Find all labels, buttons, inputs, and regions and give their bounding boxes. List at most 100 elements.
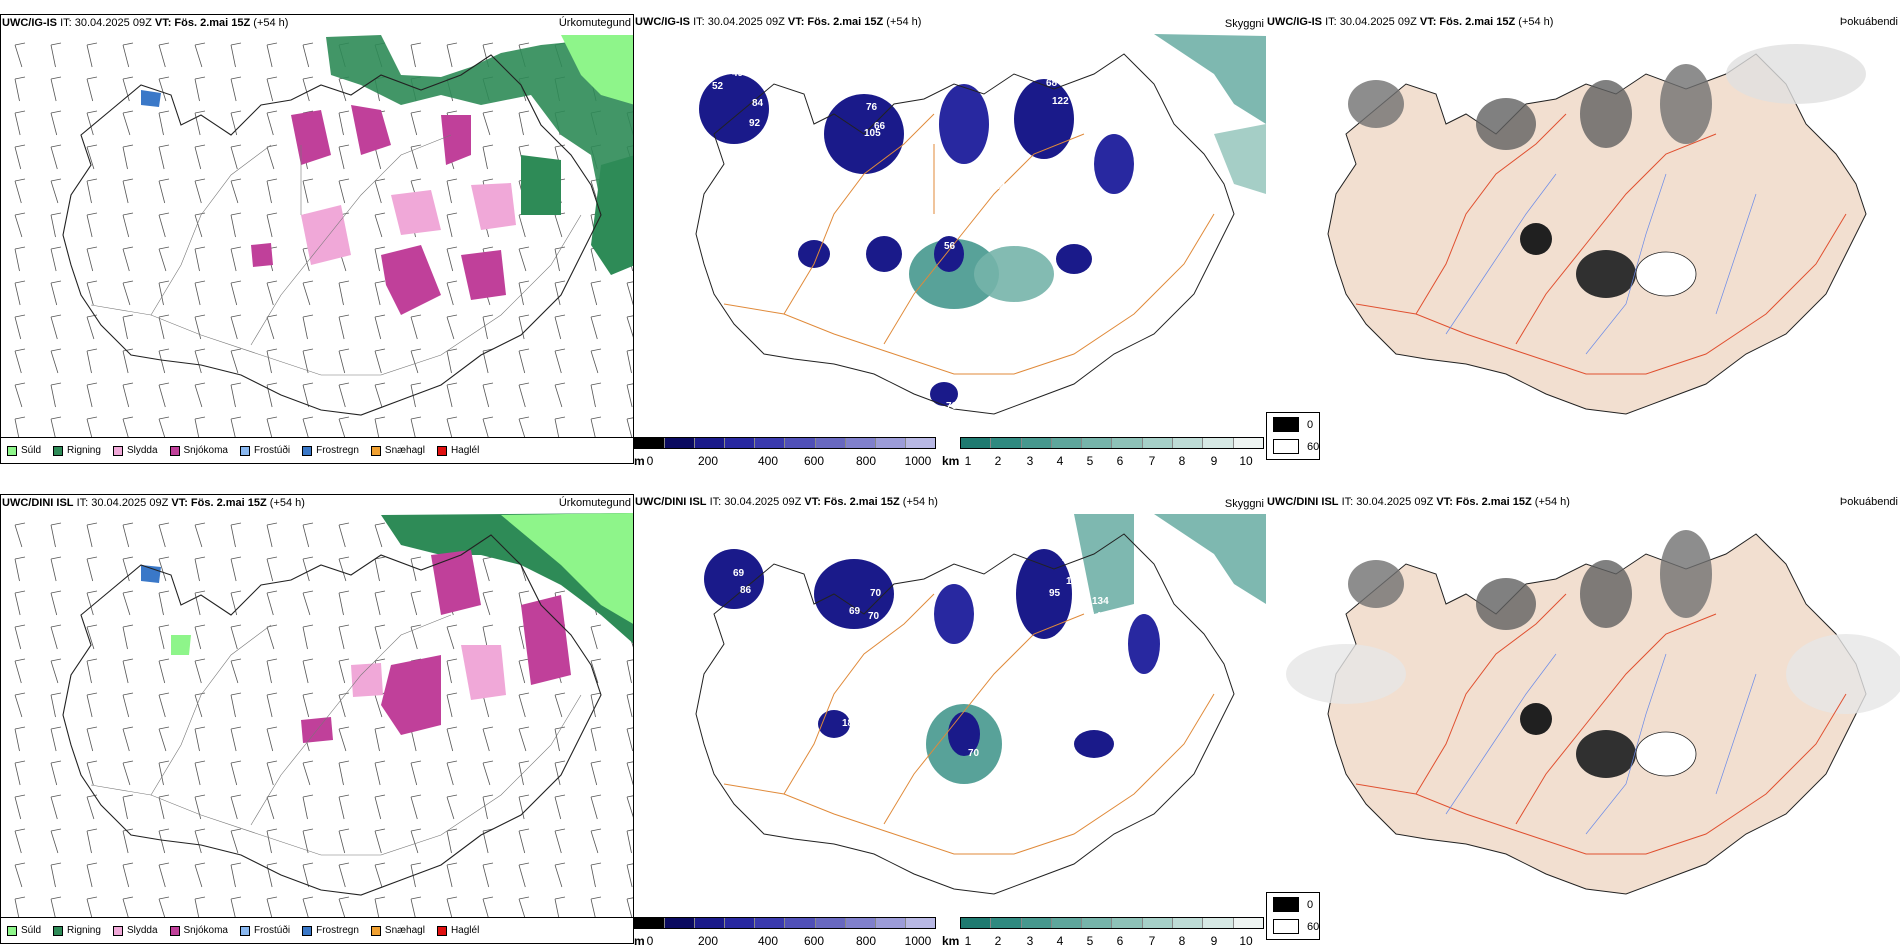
wind-barb bbox=[14, 726, 26, 752]
height-bin bbox=[815, 438, 846, 448]
wind-barb bbox=[626, 829, 633, 854]
wind-barb bbox=[122, 896, 134, 919]
wind-barb bbox=[86, 760, 98, 786]
wind-barb bbox=[338, 794, 350, 820]
wind-barb bbox=[158, 246, 170, 272]
cloud-height-label: 148 bbox=[1110, 241, 1127, 252]
wind-barb bbox=[266, 794, 278, 820]
wind-barb bbox=[266, 348, 278, 374]
wind-barb bbox=[14, 556, 26, 582]
wind-barb bbox=[590, 382, 602, 408]
wind-barb bbox=[122, 692, 134, 718]
legend-item: Haglél bbox=[436, 925, 479, 936]
wind-barb bbox=[626, 315, 633, 338]
wind-barb bbox=[518, 416, 530, 439]
vis-bin bbox=[1082, 918, 1113, 928]
wind-barb bbox=[50, 280, 62, 306]
wind-barb bbox=[230, 280, 242, 306]
wind-barb bbox=[266, 590, 278, 616]
wind-barb bbox=[446, 416, 458, 439]
wind-barb bbox=[194, 416, 206, 439]
wind-barb bbox=[14, 522, 26, 548]
roads bbox=[723, 113, 1215, 375]
wind-barb bbox=[482, 794, 494, 820]
fog-legend-high: 0 bbox=[1273, 417, 1313, 432]
wind-barb bbox=[482, 760, 494, 786]
wind-barb bbox=[230, 144, 242, 170]
wind-barb bbox=[590, 692, 602, 718]
visibility-unit: km bbox=[942, 934, 960, 948]
precip-legend: Súld Rigning Slydda Snjókoma Frostúði Fr… bbox=[1, 437, 633, 463]
wind-barb bbox=[122, 280, 134, 306]
wind-barb bbox=[482, 416, 494, 439]
wind-barb bbox=[230, 42, 242, 68]
vis-bin bbox=[1203, 438, 1234, 448]
cloud-height-label: 186 bbox=[1114, 748, 1131, 759]
wind-barb bbox=[50, 896, 62, 919]
wind-barb bbox=[554, 760, 566, 786]
legend-item: Snæhagl bbox=[370, 925, 425, 936]
cloud-height-label: 122 bbox=[994, 181, 1011, 192]
cloud-height-label: 56 bbox=[944, 241, 956, 252]
wind-barb bbox=[122, 348, 134, 374]
cloud-height-label: 76 bbox=[866, 102, 878, 113]
wind-barb bbox=[266, 110, 278, 136]
wind-barb bbox=[50, 624, 62, 650]
wind-barb bbox=[230, 522, 242, 548]
wind-barb bbox=[266, 76, 278, 102]
visibility-scale-bins bbox=[960, 917, 1264, 929]
wind-barb bbox=[410, 382, 422, 408]
height-tick: 1000 bbox=[904, 454, 932, 468]
wind-barb bbox=[554, 828, 566, 854]
wind-barb bbox=[14, 760, 26, 786]
wind-barb bbox=[446, 382, 458, 408]
wind-barb bbox=[158, 212, 170, 238]
height-tick: 800 bbox=[855, 934, 877, 948]
wind-barb bbox=[302, 280, 314, 306]
wind-barb bbox=[554, 896, 566, 919]
height-bin bbox=[785, 918, 816, 928]
legend-swatch bbox=[169, 925, 180, 936]
height-bin bbox=[695, 438, 726, 448]
roads bbox=[1355, 113, 1847, 375]
wind-barb bbox=[14, 42, 26, 68]
wind-barb bbox=[338, 314, 350, 340]
cloud-height-label: 122 bbox=[1052, 96, 1069, 107]
cloud-height-label: 76 bbox=[1062, 741, 1074, 752]
wind-barb bbox=[14, 794, 26, 820]
wind-barb bbox=[338, 658, 350, 684]
wind-barb bbox=[14, 144, 26, 170]
wind-barb bbox=[194, 692, 206, 718]
height-tick: 200 bbox=[697, 454, 719, 468]
wind-barb bbox=[374, 314, 386, 340]
wind-barb bbox=[302, 760, 314, 786]
wind-barb bbox=[86, 178, 98, 204]
height-tick: 400 bbox=[757, 454, 779, 468]
wind-barb bbox=[410, 794, 422, 820]
cloud-height-label: 59 bbox=[1134, 146, 1146, 157]
wind-barb bbox=[230, 794, 242, 820]
wind-barb bbox=[374, 280, 386, 306]
wind-barb bbox=[14, 862, 26, 888]
height-tick: 0 bbox=[646, 934, 654, 948]
wind-barb bbox=[50, 110, 62, 136]
panel-title: Þokuábendi bbox=[1839, 496, 1898, 508]
wind-barb bbox=[410, 862, 422, 888]
precip-legend: Súld Rigning Slydda Snjókoma Frostúði Fr… bbox=[1, 917, 633, 943]
cloud-height-label: 86 bbox=[740, 585, 752, 596]
fog-swatch-light bbox=[1273, 439, 1299, 454]
cloud-height-label: 869 bbox=[1104, 768, 1121, 779]
wind-barb bbox=[626, 693, 633, 718]
wind-barb bbox=[158, 828, 170, 854]
wind-barb bbox=[482, 348, 494, 374]
fog-swatch-light bbox=[1273, 919, 1299, 934]
vis-bin bbox=[1021, 918, 1052, 928]
wind-barb bbox=[50, 212, 62, 238]
wind-barb bbox=[266, 624, 278, 650]
wind-barb bbox=[194, 726, 206, 752]
panel-header: UWC/DINI ISL IT: 30.04.2025 09Z VT: Fös.… bbox=[635, 496, 938, 508]
wind-barbs bbox=[14, 42, 633, 439]
height-tick: 1000 bbox=[904, 934, 932, 948]
wind-barb bbox=[302, 416, 314, 439]
wind-barb bbox=[590, 862, 602, 888]
